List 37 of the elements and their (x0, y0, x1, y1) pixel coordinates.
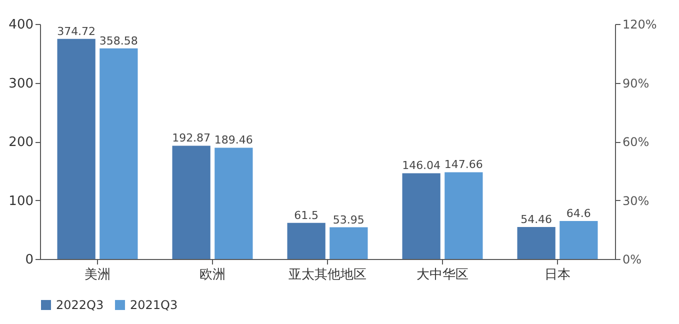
data-label: 146.04 (402, 159, 441, 172)
x-tick-label: 亚太其他地区 (288, 268, 366, 282)
bar (330, 227, 368, 259)
y-tick-label: 100 (8, 194, 34, 209)
y2-tick-label: 90% (622, 76, 650, 90)
x-tick-label: 欧洲 (200, 268, 226, 282)
data-label: 53.95 (332, 213, 364, 226)
data-label: 54.46 (520, 213, 552, 226)
data-label: 358.58 (99, 34, 138, 48)
data-label: 147.66 (444, 158, 483, 172)
data-label: 64.6 (566, 207, 591, 220)
y2-tick-label: 0% (622, 252, 642, 266)
x-tick-label: 美洲 (84, 266, 110, 282)
bar (560, 221, 598, 259)
bar (287, 222, 326, 259)
legend-label: 2022Q3 (56, 298, 104, 312)
data-label: 61.5 (294, 208, 319, 222)
y2-tick-label: 30% (622, 194, 650, 208)
legend-label: 2021Q3 (130, 298, 178, 312)
bar (172, 146, 210, 259)
bar (100, 48, 138, 259)
x-tick-label: 大中华区 (416, 268, 468, 282)
x-tick-label: 日本 (544, 268, 570, 282)
y-tick-label: 300 (8, 76, 34, 92)
bar (402, 173, 440, 259)
data-label: 189.46 (214, 134, 253, 147)
y-tick-label: 400 (8, 18, 34, 32)
data-label: 192.87 (172, 132, 211, 145)
y2-tick-label: 120% (622, 18, 657, 32)
bar (444, 172, 483, 259)
bar (517, 227, 556, 259)
y-tick-label: 0 (25, 252, 34, 268)
y2-tick-label: 60% (622, 135, 650, 149)
bar (214, 148, 253, 259)
y-tick-label: 200 (8, 135, 34, 150)
data-label: 374.72 (57, 24, 96, 38)
bar (57, 38, 96, 259)
